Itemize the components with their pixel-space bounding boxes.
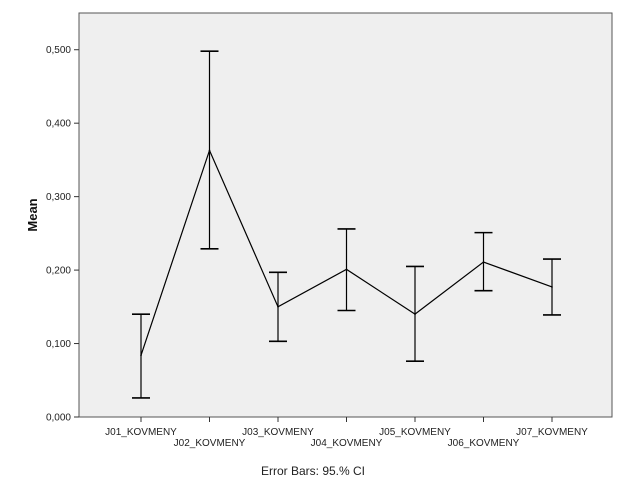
x-category-label: J07_KOVMENY [516,427,588,438]
mean-point [414,313,416,315]
x-category-label: J03_KOVMENY [242,427,314,438]
x-category-label: J04_KOVMENY [311,438,383,449]
mean-point [551,286,553,288]
mean-point [482,261,485,263]
x-category-label: J05_KOVMENY [379,427,451,438]
plot-area [78,12,613,418]
error-bars-footnote: Error Bars: 95.% CI [261,464,365,478]
y-tick-label: 0,500 [46,45,71,56]
mean-point [208,149,211,152]
y-tick-label: 0,200 [46,266,71,277]
mean-point [277,306,279,308]
y-tick-label: 0,300 [46,192,71,203]
mean-point [345,268,348,271]
x-axis: J01_KOVMENYJ02_KOVMENYJ03_KOVMENYJ04_KOV… [105,417,588,449]
x-category-label: J02_KOVMENY [174,438,246,449]
x-category-label: J06_KOVMENY [448,438,520,449]
x-category-label: J01_KOVMENY [105,427,177,438]
y-tick-label: 0,100 [46,339,71,350]
y-axis-label: Mean [25,198,40,231]
y-tick-label: 0,400 [46,119,71,130]
y-axis: 0,000 0,100 0,200 0,300 0,400 0,500 [46,45,79,424]
chart-marks [132,50,561,399]
mean-point [140,354,142,357]
y-tick-label: 0,000 [46,413,71,424]
